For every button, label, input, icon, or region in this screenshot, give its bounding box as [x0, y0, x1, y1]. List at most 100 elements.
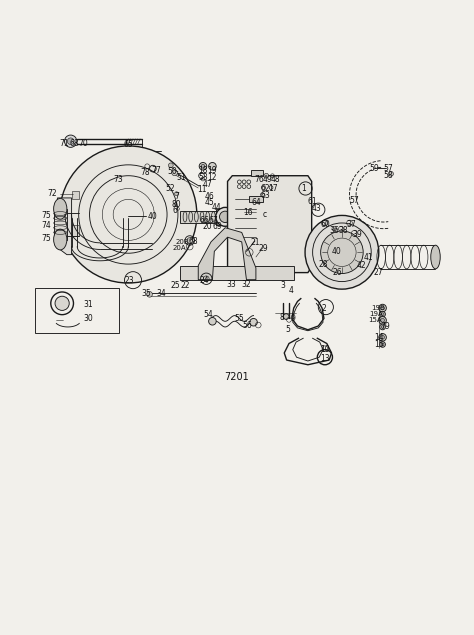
Text: 15A: 15A — [368, 318, 382, 323]
Text: 9: 9 — [291, 314, 295, 323]
Text: 16: 16 — [244, 208, 253, 217]
Text: 67: 67 — [209, 216, 218, 225]
Circle shape — [381, 326, 384, 328]
Text: 54: 54 — [204, 310, 213, 319]
Circle shape — [381, 313, 384, 316]
Circle shape — [64, 135, 77, 147]
Circle shape — [380, 311, 385, 317]
Circle shape — [172, 170, 177, 176]
Circle shape — [216, 208, 235, 226]
Bar — [249, 196, 263, 202]
Text: 45: 45 — [205, 198, 214, 207]
Circle shape — [283, 314, 289, 319]
Text: c: c — [262, 210, 266, 219]
Circle shape — [60, 146, 197, 283]
Text: 10: 10 — [320, 345, 330, 354]
Circle shape — [209, 318, 216, 325]
Text: 22: 22 — [180, 281, 190, 290]
Text: 79: 79 — [381, 321, 390, 330]
Text: 80: 80 — [172, 199, 182, 208]
Text: 48: 48 — [271, 175, 281, 184]
Text: 2: 2 — [321, 304, 326, 312]
Text: 26: 26 — [332, 268, 342, 277]
Text: 53: 53 — [198, 173, 208, 182]
Text: 23: 23 — [125, 276, 134, 285]
Circle shape — [250, 318, 257, 326]
Ellipse shape — [431, 245, 440, 269]
Text: 73: 73 — [113, 175, 123, 184]
Polygon shape — [180, 265, 294, 279]
Text: 49: 49 — [263, 175, 272, 184]
Text: 1: 1 — [301, 184, 306, 193]
Text: 20: 20 — [203, 222, 212, 231]
Text: 25: 25 — [171, 281, 181, 290]
Text: 62: 62 — [261, 184, 270, 193]
Text: 71: 71 — [60, 138, 69, 147]
Text: 59: 59 — [369, 164, 379, 173]
Text: 64: 64 — [252, 198, 262, 207]
Text: 39: 39 — [352, 231, 362, 239]
Text: 19B: 19B — [371, 305, 385, 311]
Text: 11: 11 — [197, 185, 206, 194]
Text: 44: 44 — [211, 203, 221, 212]
Text: 58: 58 — [383, 171, 393, 180]
Circle shape — [199, 163, 207, 170]
Text: 4: 4 — [289, 286, 293, 295]
Text: 31: 31 — [83, 300, 93, 309]
Text: 75: 75 — [41, 234, 51, 243]
Circle shape — [379, 317, 386, 324]
Text: 65: 65 — [123, 140, 133, 149]
Text: 42: 42 — [357, 261, 366, 270]
Text: 20B: 20B — [176, 239, 190, 245]
Circle shape — [67, 138, 74, 145]
Circle shape — [209, 163, 216, 170]
Text: 40: 40 — [148, 212, 158, 221]
Text: 19A: 19A — [370, 311, 383, 318]
Text: 18: 18 — [198, 166, 208, 175]
Polygon shape — [198, 228, 256, 279]
Bar — [251, 170, 263, 176]
Circle shape — [219, 211, 231, 222]
Text: 34: 34 — [156, 290, 166, 298]
Text: 69: 69 — [212, 222, 222, 231]
Circle shape — [389, 171, 393, 176]
Text: 57: 57 — [383, 164, 393, 173]
Text: 60: 60 — [320, 220, 330, 229]
Text: 46: 46 — [205, 192, 214, 201]
Text: 77: 77 — [151, 166, 161, 175]
Text: 52: 52 — [165, 184, 175, 193]
Circle shape — [381, 343, 384, 346]
Text: 24: 24 — [199, 276, 209, 285]
Circle shape — [381, 306, 384, 310]
Text: 5: 5 — [286, 325, 291, 334]
Text: 6: 6 — [172, 206, 177, 215]
Circle shape — [381, 318, 384, 322]
Text: 36: 36 — [329, 225, 339, 234]
Circle shape — [379, 304, 386, 312]
Circle shape — [380, 324, 385, 330]
Text: 17: 17 — [268, 184, 278, 193]
Polygon shape — [57, 198, 72, 255]
Text: 70: 70 — [79, 138, 88, 147]
Circle shape — [174, 192, 178, 196]
Text: 72: 72 — [47, 189, 56, 198]
Text: 68: 68 — [69, 138, 79, 147]
Bar — [35, 288, 119, 333]
Circle shape — [55, 297, 69, 311]
Text: 3: 3 — [280, 281, 285, 290]
Text: 35: 35 — [141, 290, 151, 298]
Text: 8: 8 — [280, 314, 285, 323]
Text: 20A: 20A — [173, 244, 186, 251]
Circle shape — [381, 335, 384, 339]
Text: 30: 30 — [83, 314, 93, 323]
Circle shape — [201, 164, 205, 168]
Circle shape — [380, 342, 385, 347]
Text: 61: 61 — [308, 197, 318, 206]
Text: 38: 38 — [338, 225, 347, 234]
Bar — [216, 209, 224, 225]
Circle shape — [168, 163, 173, 168]
Text: 50: 50 — [168, 168, 178, 177]
Text: 40: 40 — [331, 247, 341, 256]
Ellipse shape — [54, 198, 67, 219]
Circle shape — [264, 173, 269, 178]
